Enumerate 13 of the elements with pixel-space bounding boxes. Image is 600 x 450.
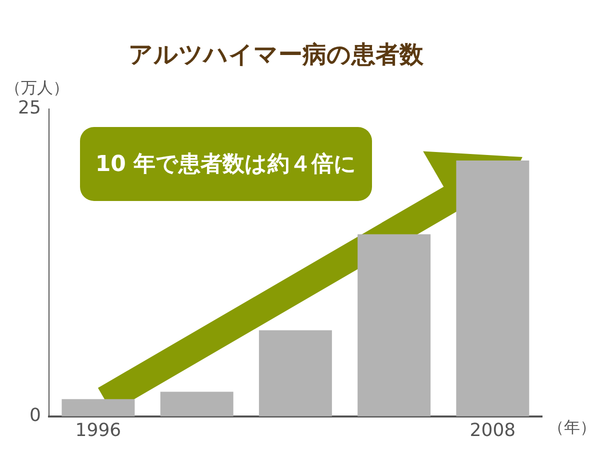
bar [358,234,431,416]
bar [62,399,135,416]
y-tick-label: 25 [18,97,41,118]
y-axis-title: （万人） [4,78,69,97]
x-tick-label: 2008 [470,420,516,441]
annotation: 10 年で患者数は約４倍に [80,127,372,201]
chart-title: アルツハイマー病の患者数 [128,40,424,69]
bar [160,392,234,416]
bar [258,330,332,416]
x-axis-title: （年） [548,418,596,437]
bar [456,160,530,416]
x-tick-label: 1996 [75,420,122,441]
y-tick-label: 0 [29,405,41,426]
